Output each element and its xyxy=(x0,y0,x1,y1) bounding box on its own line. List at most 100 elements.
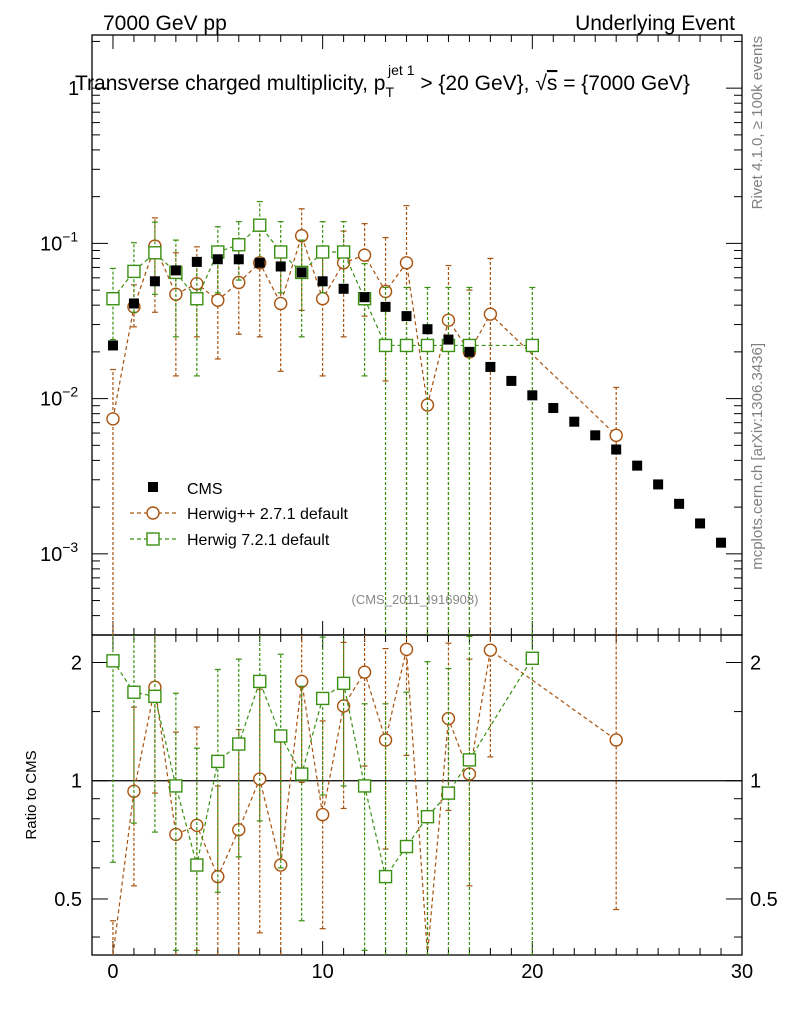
legend-marker-cms xyxy=(148,482,158,492)
data-point xyxy=(315,807,330,822)
data-point xyxy=(107,340,118,351)
data-point xyxy=(441,786,456,800)
data-point xyxy=(380,301,391,312)
data-point xyxy=(653,479,664,490)
data-point xyxy=(233,254,244,265)
data-point xyxy=(443,334,454,345)
main-plot-title: Transverse charged multiplicity, pTjet 1… xyxy=(75,62,690,100)
data-point xyxy=(232,238,246,252)
data-point xyxy=(420,338,435,353)
analysis-tag: (CMS_2011_I916908) xyxy=(352,592,479,607)
data-point xyxy=(525,338,540,353)
data-point xyxy=(254,257,265,268)
data-point xyxy=(357,665,372,679)
data-point xyxy=(149,276,160,287)
data-point xyxy=(148,246,162,260)
header-right: Underlying Event xyxy=(575,12,735,35)
data-point xyxy=(274,245,288,259)
data-point xyxy=(211,293,225,307)
header-left: 7000 GeV pp xyxy=(103,12,227,35)
legend-label-herwigpp: Herwig++ 2.7.1 default xyxy=(187,506,349,523)
side-source-label: mcplots.cern.ch [arXiv:1306.3436] xyxy=(749,343,766,570)
data-point xyxy=(399,256,414,270)
data-point xyxy=(336,245,351,259)
y-tick-label: 2 xyxy=(71,653,82,675)
data-point xyxy=(317,276,328,287)
data-point xyxy=(399,642,414,657)
data-point xyxy=(357,248,372,262)
data-point xyxy=(294,674,309,689)
x-tick-label: 20 xyxy=(521,961,543,983)
legend-marker-herwig7 xyxy=(146,532,160,546)
data-point xyxy=(609,428,623,443)
y-tick-label-right: 1 xyxy=(750,771,761,793)
legend: CMS Herwig++ 2.7.1 default Herwig 7.2.1 … xyxy=(130,481,349,549)
y-tick-label: 10−2 xyxy=(40,384,78,411)
data-point xyxy=(611,444,622,455)
y-tick-label-right: 0.5 xyxy=(750,889,778,911)
data-point xyxy=(485,361,496,372)
data-point xyxy=(274,296,288,311)
data-point xyxy=(169,779,183,793)
data-point xyxy=(232,737,246,751)
ratio-ylabel: Ratio to CMS xyxy=(23,750,40,839)
data-point xyxy=(548,402,559,413)
data-point xyxy=(127,264,141,279)
data-point xyxy=(399,839,414,854)
data-point xyxy=(294,767,309,781)
data-point xyxy=(483,643,498,657)
side-version-label: Rivet 4.1.0, ≥ 100k events xyxy=(749,36,766,209)
data-point xyxy=(128,298,139,309)
data-point xyxy=(232,275,246,290)
data-point xyxy=(716,537,727,548)
legend-marker-herwigpp xyxy=(146,506,160,520)
data-point xyxy=(190,858,204,872)
data-point xyxy=(674,498,685,509)
main-plot: 10−3 10−2 10−1 1 xyxy=(40,35,743,636)
data-point xyxy=(420,809,435,824)
data-point xyxy=(275,261,286,272)
x-tick-label: 10 xyxy=(312,961,334,983)
data-point xyxy=(695,518,706,529)
x-tick-label: 0 xyxy=(107,961,118,983)
data-point xyxy=(462,753,477,767)
data-point xyxy=(401,311,412,322)
ratio-plot-frame xyxy=(91,634,743,956)
data-point xyxy=(274,729,288,743)
data-point xyxy=(315,691,330,706)
data-point xyxy=(336,676,351,691)
data-point xyxy=(170,265,181,276)
data-point xyxy=(211,754,225,769)
data-point xyxy=(315,292,330,306)
data-point xyxy=(569,416,580,427)
data-point xyxy=(106,292,120,306)
data-point xyxy=(378,338,393,353)
data-point xyxy=(253,218,267,232)
data-point xyxy=(191,256,202,267)
legend-label-herwig7: Herwig 7.2.1 default xyxy=(187,532,330,549)
data-point xyxy=(422,324,433,335)
data-point xyxy=(296,267,307,278)
data-point xyxy=(357,779,372,793)
data-point xyxy=(190,292,204,306)
data-point xyxy=(106,654,120,668)
data-point xyxy=(148,689,162,704)
data-point xyxy=(359,292,370,303)
y-tick-label: 0.5 xyxy=(54,889,82,911)
data-point xyxy=(527,390,538,401)
x-tick-label: 30 xyxy=(731,961,753,983)
data-point xyxy=(525,651,540,665)
data-point xyxy=(590,430,601,441)
data-point xyxy=(609,733,623,747)
legend-label-cms: CMS xyxy=(187,481,223,498)
y-tick-label: 1 xyxy=(68,78,79,100)
data-point xyxy=(506,375,517,386)
y-tick-label: 10−1 xyxy=(40,228,78,255)
data-point xyxy=(315,245,330,259)
y-tick-label: 10−3 xyxy=(40,539,78,566)
y-tick-label: 1 xyxy=(71,771,82,793)
data-point xyxy=(212,254,223,265)
data-point xyxy=(483,307,498,321)
data-point xyxy=(632,460,643,471)
